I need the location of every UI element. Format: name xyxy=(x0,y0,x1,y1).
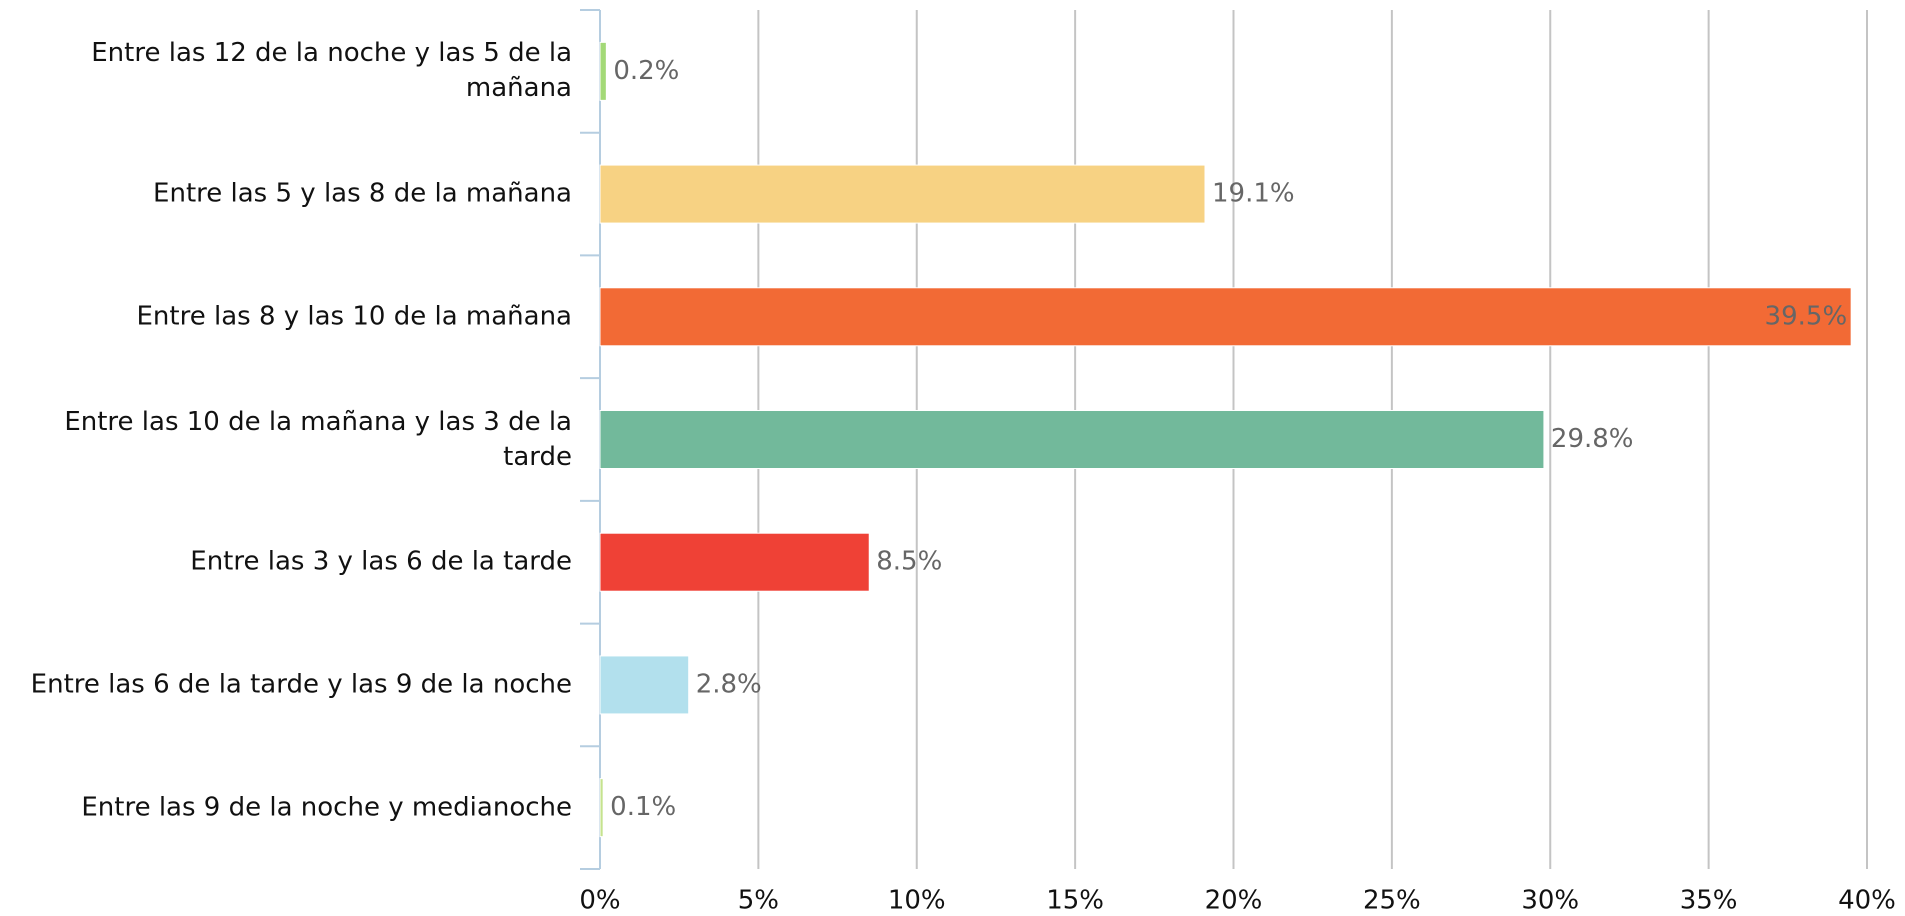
bar xyxy=(599,410,1545,469)
bar xyxy=(599,287,1852,347)
y-tick-label: Entre las 3 y las 6 de la tarde xyxy=(190,546,572,577)
y-tick-label: Entre las 12 de la noche y las 5 de la m… xyxy=(91,38,572,104)
value-label: 39.5% xyxy=(1765,301,1848,331)
value-label: 0.1% xyxy=(610,792,676,822)
value-label: 0.2% xyxy=(613,56,679,86)
x-tick-label: 30% xyxy=(1521,886,1579,916)
x-tick-label: 25% xyxy=(1363,886,1421,916)
bar xyxy=(599,778,604,838)
value-label: 8.5% xyxy=(876,547,942,577)
x-tick-label: 0% xyxy=(579,886,620,916)
value-label: 29.8% xyxy=(1551,424,1634,454)
x-tick-label: 20% xyxy=(1205,886,1263,916)
y-tick-label: Entre las 6 de la tarde y las 9 de la no… xyxy=(30,669,572,700)
x-tick-label: 10% xyxy=(888,886,946,916)
bar xyxy=(599,655,690,715)
x-tick-label: 15% xyxy=(1046,886,1104,916)
y-tick-label: Entre las 8 y las 10 de la mañana xyxy=(136,301,573,332)
x-tick-label: 35% xyxy=(1680,886,1738,916)
bar xyxy=(599,164,1206,224)
value-label: 2.8% xyxy=(696,669,762,699)
value-label: 19.1% xyxy=(1212,179,1295,209)
x-tick-label: 5% xyxy=(738,886,779,916)
y-tick-label: Entre las 10 de la mañana y las 3 de la … xyxy=(64,406,572,472)
x-tick-label: 40% xyxy=(1838,886,1896,916)
bar xyxy=(599,532,870,592)
y-tick-label: Entre las 5 y las 8 de la mañana xyxy=(153,178,572,209)
y-tick-label: Entre las 9 de la noche y medianoche xyxy=(81,792,572,823)
bar xyxy=(599,41,607,101)
